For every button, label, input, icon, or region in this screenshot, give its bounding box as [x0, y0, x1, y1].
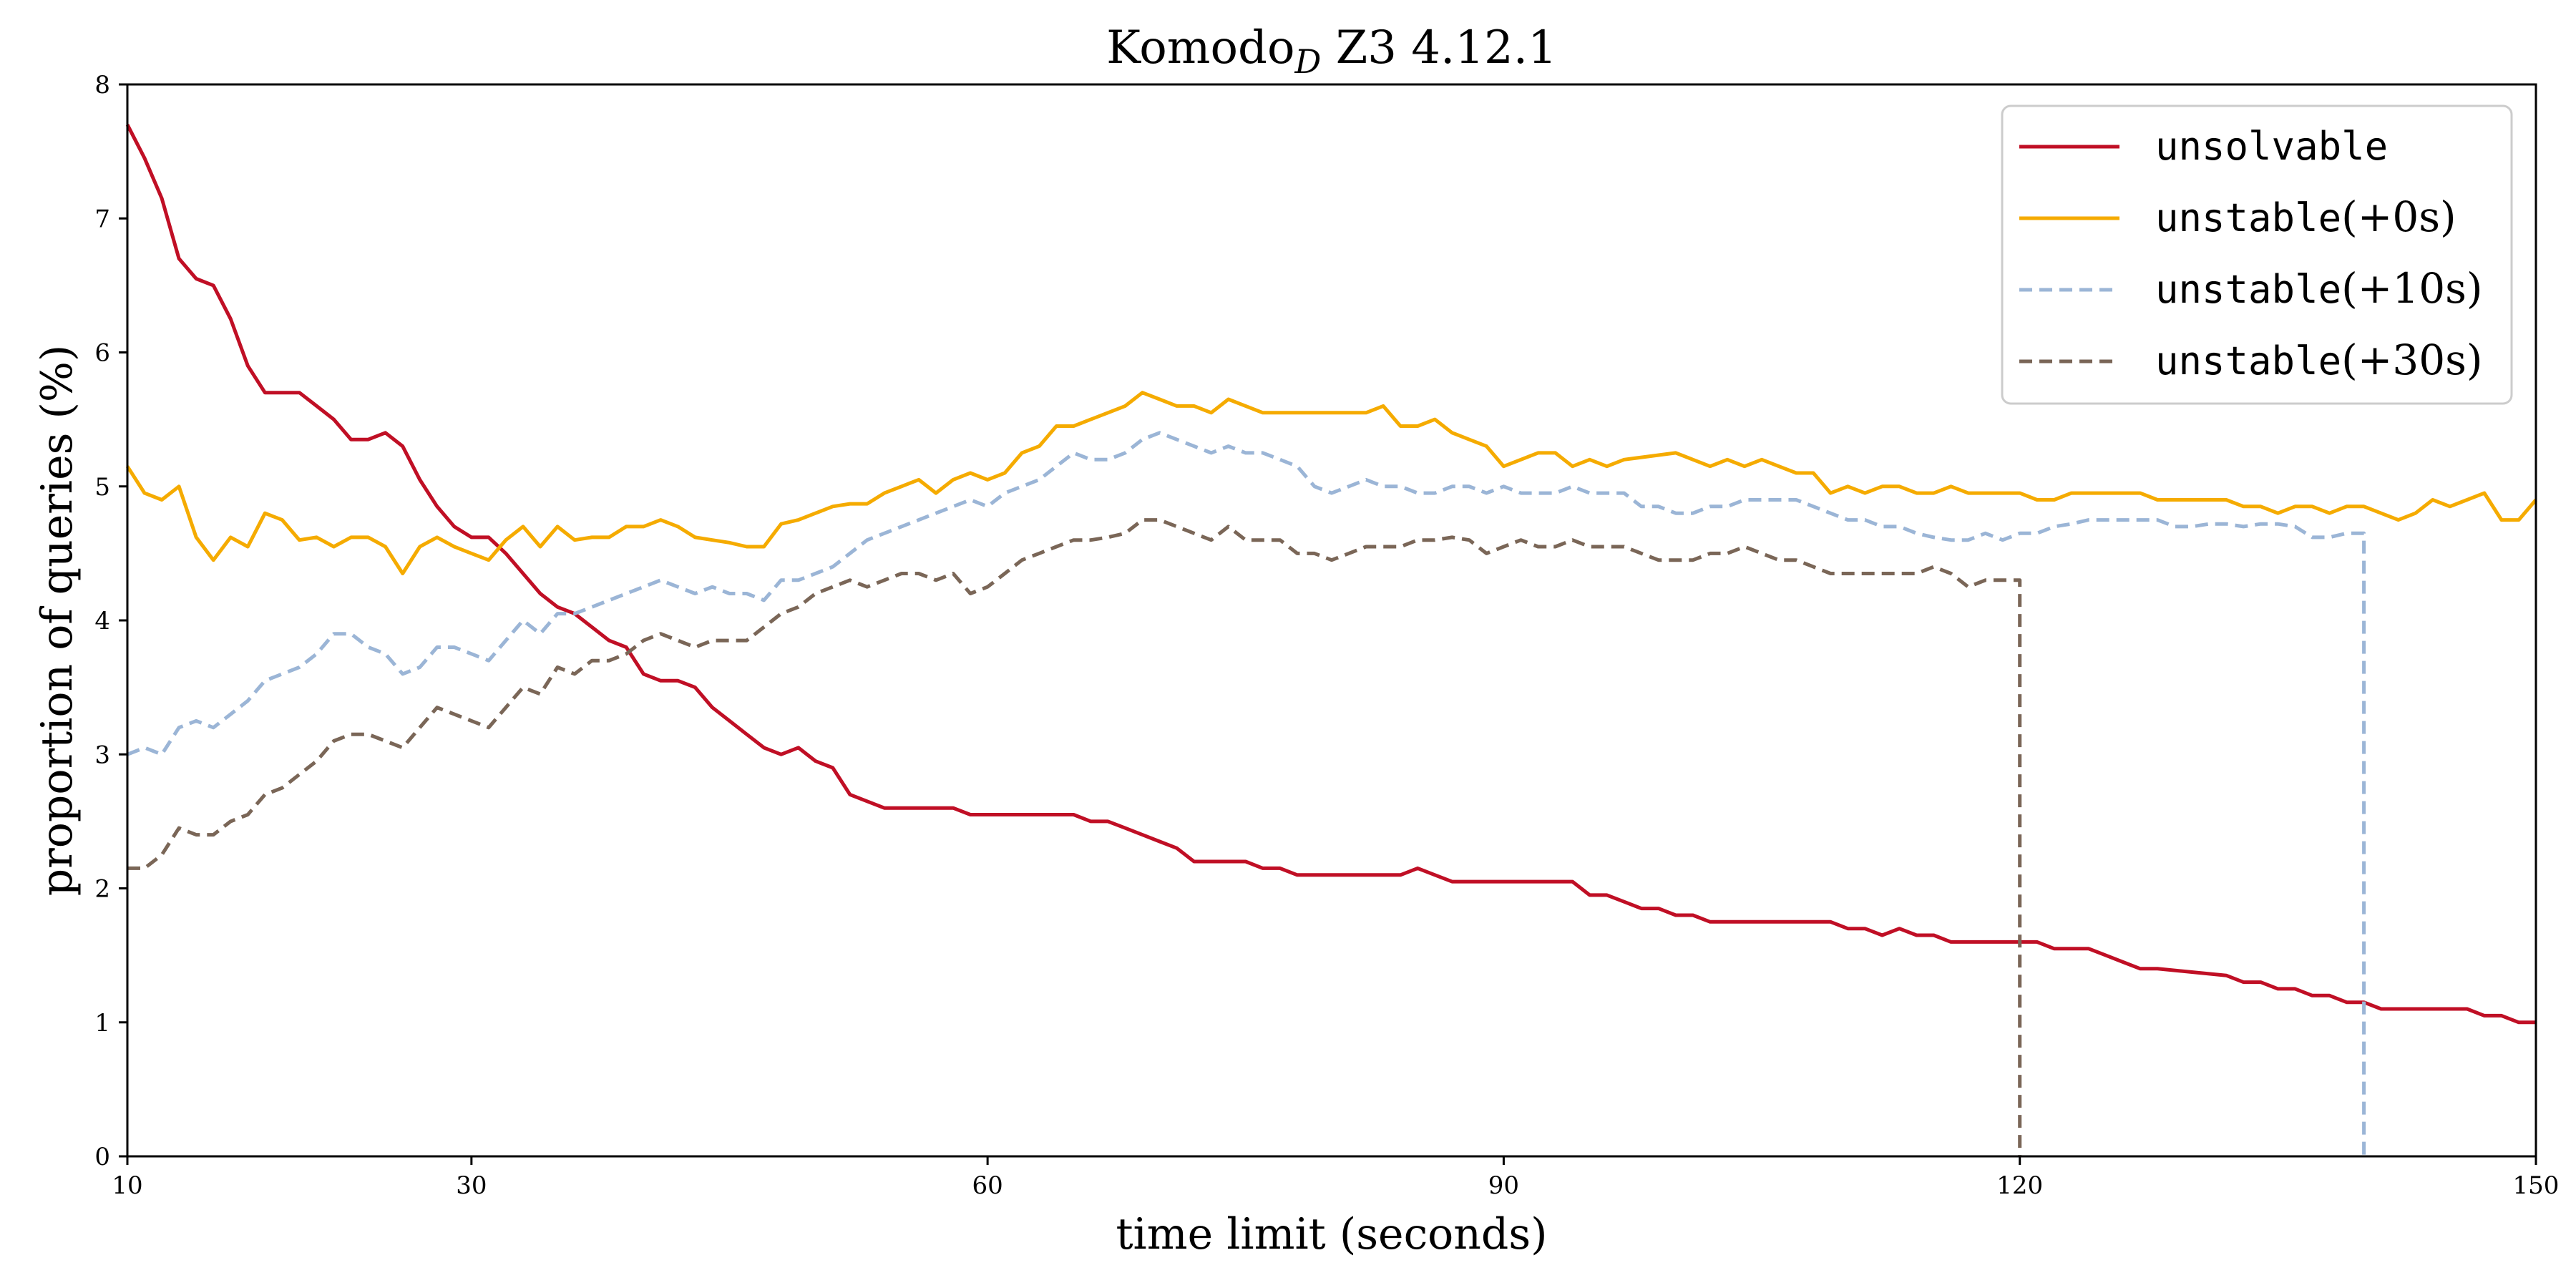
y-tick-label: 0 — [94, 1143, 110, 1171]
y-axis: 0 1 2 3 4 5 6 7 8 — [94, 71, 127, 1171]
y-tick-label: 8 — [94, 71, 110, 99]
x-axis-label: time limit (seconds) — [1116, 1209, 1547, 1259]
y-axis-label: proportion of queries (%) — [32, 345, 82, 897]
x-axis: 10 30 60 90 120 150 — [112, 1156, 2559, 1200]
legend-series-name: unstable — [2155, 267, 2341, 312]
legend-entries: unsolvableunstable(+0s)unstable(+10s)uns… — [2019, 124, 2483, 384]
y-tick-label: 6 — [94, 339, 110, 368]
chart-title-subscript: D — [1294, 42, 1322, 81]
legend: unsolvableunstable(+0s)unstable(+10s)uns… — [2001, 104, 2513, 405]
legend-label-2: unstable(+10s) — [2155, 264, 2483, 313]
y-tick-label: 2 — [94, 875, 110, 904]
y-tick-label: 4 — [94, 607, 110, 635]
legend-series-suffix: (+30s) — [2341, 336, 2482, 384]
legend-series-name: unsolvable — [2155, 124, 2388, 169]
legend-label-1: unstable(+0s) — [2155, 192, 2457, 241]
legend-box — [2001, 104, 2513, 405]
legend-series-suffix: (+0s) — [2341, 192, 2457, 241]
y-tick-label: 5 — [94, 473, 110, 502]
x-tick-label: 120 — [1996, 1171, 2043, 1200]
series-line-0 — [125, 124, 2536, 1025]
y-tick-label: 7 — [94, 205, 110, 233]
x-tick-label: 90 — [1488, 1171, 1519, 1200]
chart-title: KomodoD Z3 4.12.1 — [1106, 21, 1557, 81]
x-tick-label: 10 — [112, 1171, 142, 1200]
chart-title-suffix: Z3 4.12.1 — [1321, 21, 1556, 74]
y-tick-label: 1 — [94, 1009, 110, 1038]
legend-label-3: unstable(+30s) — [2155, 336, 2483, 384]
series-line-1 — [125, 391, 2537, 575]
x-tick-label: 60 — [972, 1171, 1003, 1200]
y-tick-label: 3 — [94, 741, 110, 769]
series-line-3 — [127, 518, 2022, 1156]
series-layer — [125, 124, 2537, 1156]
legend-series-suffix: (+10s) — [2341, 264, 2482, 313]
legend-series-name: unstable — [2155, 338, 2341, 384]
chart-title-main: Komodo — [1106, 21, 1294, 74]
x-tick-label: 30 — [456, 1171, 487, 1200]
legend-series-name: unstable — [2155, 195, 2341, 240]
legend-label-0: unsolvable — [2155, 124, 2388, 169]
x-tick-label: 150 — [2513, 1171, 2560, 1200]
series-line-2 — [127, 431, 2366, 1156]
